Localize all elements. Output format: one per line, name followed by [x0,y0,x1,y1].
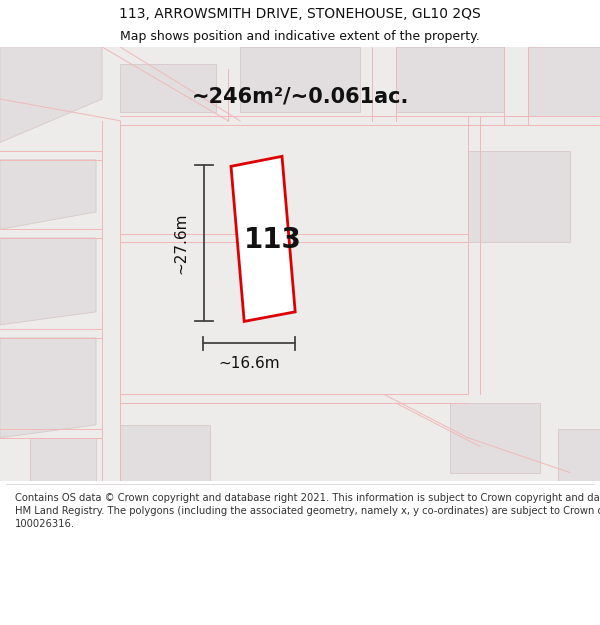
Polygon shape [240,47,360,112]
Text: ~246m²/~0.061ac.: ~246m²/~0.061ac. [191,87,409,107]
Polygon shape [558,429,600,481]
Polygon shape [0,338,96,437]
Polygon shape [0,238,96,325]
Polygon shape [468,151,570,242]
Polygon shape [528,47,600,116]
Polygon shape [30,438,96,481]
Polygon shape [0,160,96,229]
Text: Map shows position and indicative extent of the property.: Map shows position and indicative extent… [120,30,480,43]
Text: Contains OS data © Crown copyright and database right 2021. This information is : Contains OS data © Crown copyright and d… [15,492,600,529]
Polygon shape [231,156,295,321]
Text: ~16.6m: ~16.6m [218,356,280,371]
Polygon shape [120,425,210,481]
Text: ~27.6m: ~27.6m [174,213,189,274]
Text: 113, ARROWSMITH DRIVE, STONEHOUSE, GL10 2QS: 113, ARROWSMITH DRIVE, STONEHOUSE, GL10 … [119,7,481,21]
Polygon shape [0,47,102,142]
Polygon shape [450,403,540,472]
Polygon shape [120,64,216,112]
Polygon shape [396,47,504,112]
Text: 113: 113 [244,226,302,254]
